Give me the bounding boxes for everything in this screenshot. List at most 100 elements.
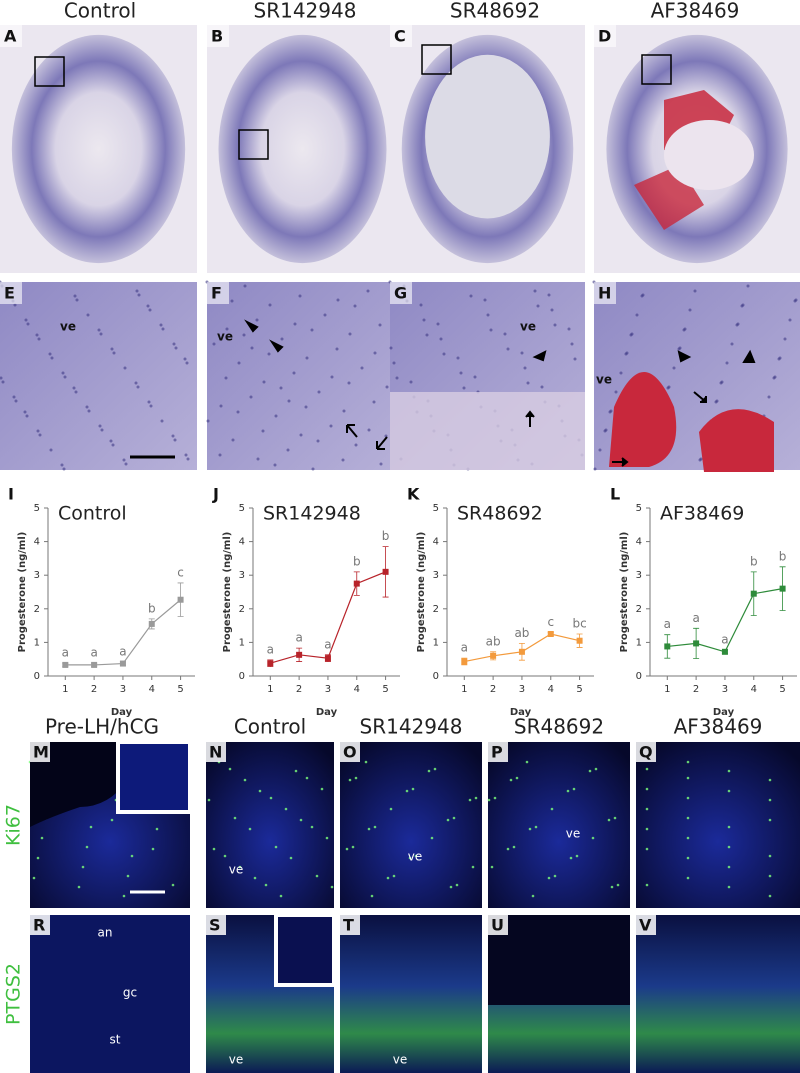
x-tick-label: 1 [461, 684, 467, 695]
tissue [425, 54, 550, 219]
nucleus [459, 371, 463, 375]
nucleus [61, 371, 65, 375]
letter-bg [340, 742, 360, 762]
nucleus [773, 375, 777, 379]
letter-bg [0, 25, 22, 47]
panel-letter: N [209, 743, 222, 762]
ki67-cell [253, 876, 257, 880]
nucleus [186, 457, 190, 461]
nucleus [392, 361, 396, 365]
nucleus [146, 304, 150, 308]
nucleus [419, 303, 423, 307]
ki67-cell [408, 856, 412, 860]
nucleus [110, 347, 114, 351]
nucleus [97, 328, 101, 332]
x-tick-label: 3 [519, 684, 525, 695]
nucleus [354, 443, 358, 447]
nucleus [149, 404, 153, 408]
data-point [177, 596, 184, 603]
ki67-cell [727, 825, 731, 829]
letter-bg [206, 742, 226, 762]
arrow [346, 424, 358, 438]
y-axis-label: Progesterone (ng/ml) [619, 532, 630, 653]
ki67-cell [305, 776, 309, 780]
nucleus [367, 428, 371, 432]
nucleus [134, 381, 138, 385]
ki67-cell [575, 854, 579, 858]
nucleus [161, 327, 165, 331]
ki67-cell [487, 798, 491, 802]
nucleus [262, 380, 266, 384]
inset-box [421, 44, 452, 75]
ki67-cell [258, 789, 262, 793]
ki67-cell [515, 776, 519, 780]
ki67-cell [455, 883, 459, 887]
letter-bg [340, 915, 360, 935]
nucleus [486, 313, 490, 317]
nucleus [503, 332, 507, 336]
nucleus [25, 414, 29, 418]
x-tick-label: 4 [751, 684, 757, 695]
significance-label: b [148, 601, 156, 615]
panel-letter: C [394, 27, 406, 46]
letter-bg [488, 742, 508, 762]
y-tick-label: 4 [433, 537, 439, 548]
ki67-cell [528, 827, 532, 831]
nucleus [14, 399, 18, 403]
y-tick-label: 3 [636, 570, 642, 581]
ki67-cell [446, 818, 450, 822]
nucleus [483, 298, 487, 302]
letter-bg [390, 25, 412, 47]
ki67-cell [550, 807, 554, 811]
ki67-cell [727, 845, 731, 849]
x-tick-label: 4 [548, 684, 554, 695]
micrograph [0, 282, 197, 470]
nucleus [741, 303, 745, 307]
y-tick-label: 5 [433, 503, 439, 514]
nucleus [124, 462, 128, 466]
ki67-cell [727, 865, 731, 869]
y-axis-label: Progesterone (ng/ml) [222, 532, 233, 653]
ki67-cell [294, 769, 298, 773]
x-tick-label: 5 [779, 684, 785, 695]
nucleus [12, 395, 16, 399]
chart-title: SR48692 [457, 503, 543, 525]
nucleus [667, 385, 671, 389]
nucleus [268, 303, 272, 307]
ki67-cell [768, 894, 772, 898]
region-label: ve [520, 320, 536, 334]
nucleus [286, 448, 290, 452]
ki67-cell [389, 807, 393, 811]
nucleus [336, 298, 340, 302]
nucleus [330, 375, 334, 379]
nucleus [87, 409, 91, 413]
ki67-cell [367, 827, 371, 831]
letter-bg [30, 742, 50, 762]
x-tick-label: 2 [490, 684, 496, 695]
ki67-cell [645, 847, 649, 851]
nucleus [715, 399, 719, 403]
fluorescence-image [30, 915, 190, 1073]
blood [699, 409, 774, 472]
arrow [376, 436, 388, 450]
nucleus [135, 289, 139, 293]
nucleus [693, 289, 697, 293]
micrograph [207, 282, 398, 470]
nucleus [409, 380, 413, 384]
nucleus [746, 284, 750, 288]
nucleus [783, 337, 787, 341]
data-point [148, 620, 155, 627]
y-tick-label: 4 [636, 537, 642, 548]
nucleus [1, 380, 5, 384]
nucleus [298, 294, 302, 298]
nucleus [224, 376, 228, 380]
letter-bg [594, 282, 616, 304]
fluorescence-image [636, 915, 800, 1073]
ki67-cell [284, 807, 288, 811]
panel-letter: T [343, 916, 354, 935]
arrow [677, 350, 692, 363]
nucleus [148, 308, 152, 312]
ki67-cell [212, 847, 216, 851]
nucleus [422, 318, 426, 322]
data-point [490, 652, 497, 659]
